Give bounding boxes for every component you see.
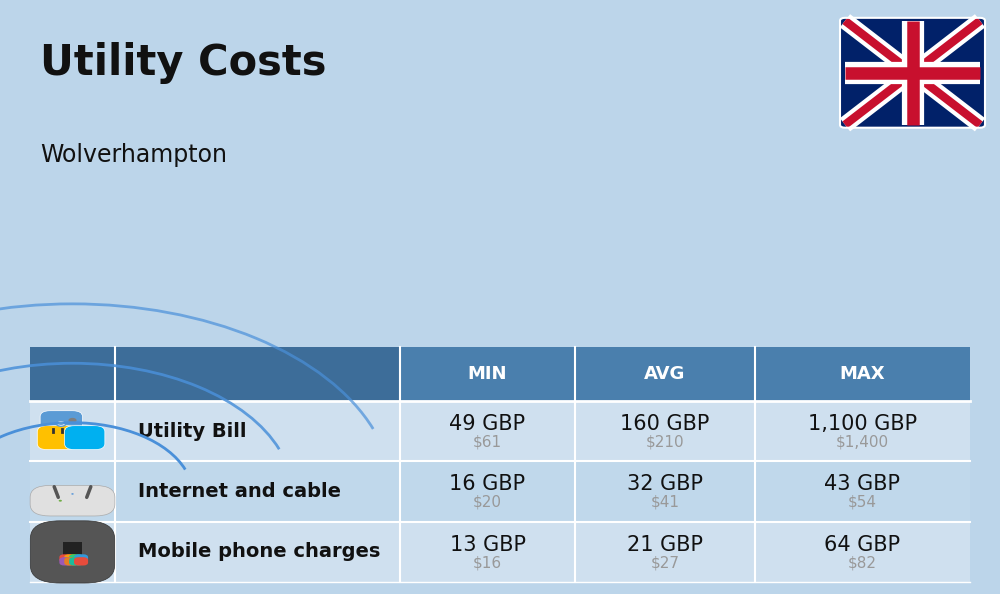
FancyBboxPatch shape xyxy=(74,557,88,565)
Text: $61: $61 xyxy=(473,435,502,450)
FancyBboxPatch shape xyxy=(63,542,82,562)
Circle shape xyxy=(68,418,77,423)
Text: 13 GBP: 13 GBP xyxy=(450,535,526,555)
Text: 49 GBP: 49 GBP xyxy=(449,414,526,434)
Text: $41: $41 xyxy=(650,495,680,510)
Text: MAX: MAX xyxy=(840,365,885,383)
FancyBboxPatch shape xyxy=(40,410,83,436)
Text: $82: $82 xyxy=(848,555,877,570)
FancyBboxPatch shape xyxy=(37,426,78,450)
FancyBboxPatch shape xyxy=(69,554,83,563)
FancyBboxPatch shape xyxy=(30,347,970,401)
FancyBboxPatch shape xyxy=(30,521,115,583)
Text: $1,400: $1,400 xyxy=(836,435,889,450)
FancyBboxPatch shape xyxy=(840,18,985,128)
FancyBboxPatch shape xyxy=(74,554,88,563)
Text: Utility Bill: Utility Bill xyxy=(138,422,246,441)
Circle shape xyxy=(71,563,74,565)
Text: $54: $54 xyxy=(848,495,877,510)
FancyBboxPatch shape xyxy=(30,522,970,582)
FancyBboxPatch shape xyxy=(59,554,73,563)
Text: 1,100 GBP: 1,100 GBP xyxy=(808,414,917,434)
FancyBboxPatch shape xyxy=(64,554,78,563)
Text: 43 GBP: 43 GBP xyxy=(824,474,900,494)
Text: Wolverhampton: Wolverhampton xyxy=(40,143,227,166)
Text: $16: $16 xyxy=(473,555,502,570)
Circle shape xyxy=(56,421,66,426)
FancyBboxPatch shape xyxy=(30,347,400,401)
Text: $20: $20 xyxy=(473,495,502,510)
FancyBboxPatch shape xyxy=(69,557,83,565)
FancyBboxPatch shape xyxy=(30,401,970,462)
FancyBboxPatch shape xyxy=(30,485,115,516)
FancyBboxPatch shape xyxy=(59,557,73,565)
Text: 64 GBP: 64 GBP xyxy=(824,535,901,555)
Text: 160 GBP: 160 GBP xyxy=(620,414,710,434)
Text: MIN: MIN xyxy=(468,365,507,383)
Text: 16 GBP: 16 GBP xyxy=(449,474,526,494)
Circle shape xyxy=(71,493,74,495)
FancyBboxPatch shape xyxy=(64,557,78,565)
Text: $27: $27 xyxy=(650,555,680,570)
Text: 21 GBP: 21 GBP xyxy=(627,535,703,555)
Text: Internet and cable: Internet and cable xyxy=(138,482,341,501)
Circle shape xyxy=(59,500,62,502)
Text: Mobile phone charges: Mobile phone charges xyxy=(138,542,380,561)
Text: Utility Costs: Utility Costs xyxy=(40,42,326,84)
FancyBboxPatch shape xyxy=(65,426,105,450)
Circle shape xyxy=(59,422,64,425)
Text: AVG: AVG xyxy=(644,365,686,383)
Text: $210: $210 xyxy=(646,435,684,450)
FancyBboxPatch shape xyxy=(30,462,970,522)
Text: 32 GBP: 32 GBP xyxy=(627,474,703,494)
